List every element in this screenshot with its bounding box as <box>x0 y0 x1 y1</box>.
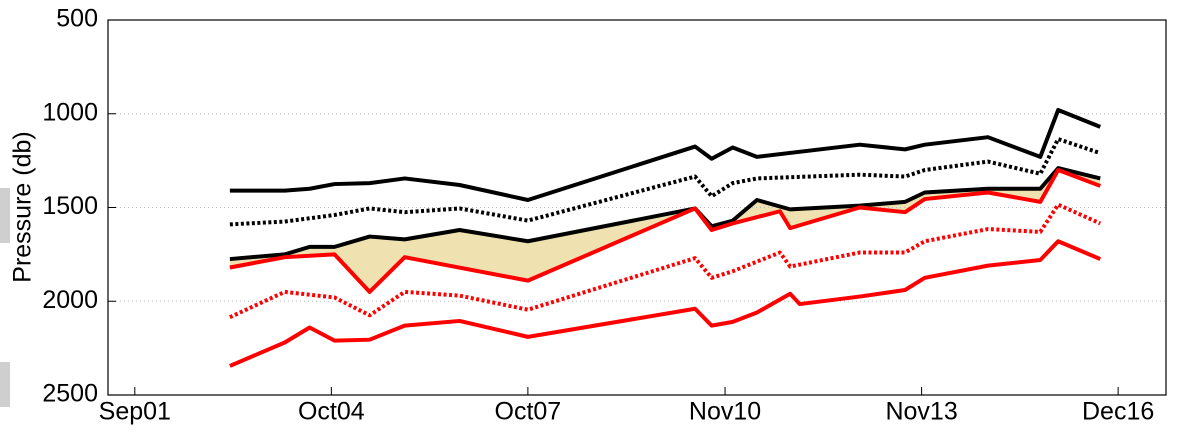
y-tick-label: 1500 <box>42 192 98 220</box>
y-tick-label: 500 <box>56 5 98 33</box>
series-line <box>229 137 1101 227</box>
x-tick-label: Oct07 <box>495 398 562 426</box>
y-tick-label: 1000 <box>42 98 98 126</box>
plot-frame <box>107 19 1167 396</box>
x-tick-label: Dec16 <box>1082 398 1154 426</box>
edge-artifact <box>0 362 10 407</box>
x-tick-label: Nov13 <box>885 398 957 426</box>
y-tick-label: 2000 <box>42 286 98 314</box>
series-line <box>229 202 1102 320</box>
x-tick-label: Nov10 <box>689 398 761 426</box>
y-tick-label: 2500 <box>42 380 98 408</box>
y-axis-label: Pressure (db) <box>9 131 37 282</box>
series-line <box>229 108 1102 202</box>
series-line <box>229 239 1102 368</box>
x-tick-label: Sep01 <box>99 398 171 426</box>
series-line <box>229 168 1101 294</box>
edge-artifact <box>0 188 10 243</box>
fill-between <box>229 168 1101 292</box>
x-tick-label: Oct04 <box>298 398 365 426</box>
series-line <box>229 166 1101 262</box>
